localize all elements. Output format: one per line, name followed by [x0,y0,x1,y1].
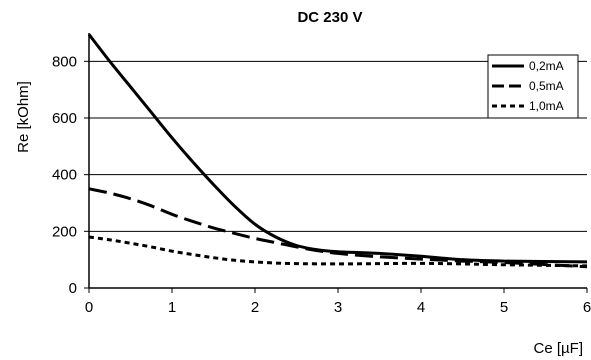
series-line-0,2mA [87,33,588,264]
legend-label: 1,0mA [529,99,564,113]
y-tick-label: 800 [52,53,77,70]
legend-label: 0,5mA [529,79,564,93]
x-tick-label: 5 [500,299,508,316]
x-tick-label: 0 [85,299,93,316]
series-line-1,0mA [88,235,588,268]
y-axis-label: Re [kOhm] [15,81,32,153]
chart-title: DC 230 V [297,9,362,26]
x-axis-label: Ce [µF] [534,340,583,357]
legend: 0,2mA 0,5mA 1,0mA [487,54,579,119]
series-layer [87,33,588,269]
y-tick-label: 0 [69,280,77,297]
x-tick-label: 4 [417,299,425,316]
y-tick-label: 400 [52,167,77,184]
y-ticks: 0 200 400 600 800 [52,53,89,297]
x-tick-label: 3 [334,299,342,316]
series-line-0,5mA [88,187,588,269]
x-tick-label: 1 [168,299,176,316]
y-tick-label: 200 [52,223,77,240]
legend-label: 0,2mA [529,59,564,73]
y-tick-label: 600 [52,110,77,127]
x-ticks: 0 1 2 3 4 5 6 [85,288,591,316]
x-tick-label: 2 [251,299,259,316]
x-tick-label: 6 [583,299,591,316]
